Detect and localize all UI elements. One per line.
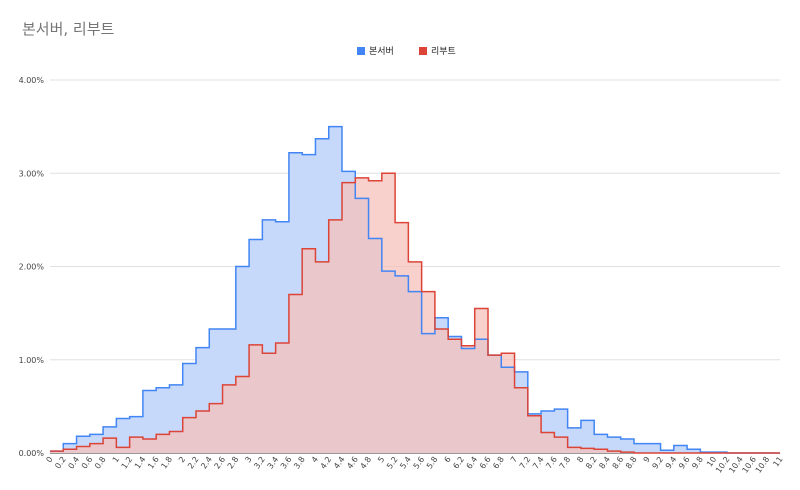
x-tick-label: 0.8 xyxy=(93,455,108,471)
y-tick-label: 4.00% xyxy=(19,76,45,85)
x-tick-label: 8.4 xyxy=(597,455,612,471)
x-tick-label: 2.8 xyxy=(226,455,241,471)
x-tick-label: 9.4 xyxy=(664,455,679,471)
x-tick-label: 3.2 xyxy=(252,455,267,471)
x-tick-label: 2.4 xyxy=(199,455,214,471)
series-line-0 xyxy=(50,125,780,454)
x-tick-label: 6.2 xyxy=(451,455,466,471)
x-tick-label: 8.2 xyxy=(584,455,599,471)
x-tick-label: 11 xyxy=(771,455,784,469)
x-tick-label: 5.8 xyxy=(425,455,440,471)
legend-label-1[interactable]: 리부트 xyxy=(431,46,456,57)
x-tick-label: 5.4 xyxy=(398,455,413,471)
x-tick-label: 9.8 xyxy=(690,455,705,471)
x-tick-label: 8 xyxy=(575,455,585,464)
x-tick-label: 3.6 xyxy=(279,455,294,471)
x-tick-label: 0.4 xyxy=(67,455,82,471)
x-tick-label: 5.6 xyxy=(412,455,427,471)
x-tick-label: 4.6 xyxy=(345,455,360,471)
x-tick-label: 1.2 xyxy=(120,455,135,471)
x-tick-label: 1.4 xyxy=(133,455,148,471)
legend-label-0[interactable]: 본서버 xyxy=(369,46,394,57)
x-tick-label: 3 xyxy=(243,455,253,464)
x-tick-label: 5.2 xyxy=(385,455,400,471)
x-tick-label: 9 xyxy=(642,455,652,464)
x-tick-label: 9.2 xyxy=(651,455,666,471)
x-tick-label: 3.4 xyxy=(266,455,281,471)
x-tick-label: 0 xyxy=(44,455,54,464)
y-tick-label: 2.00% xyxy=(19,263,45,272)
x-tick-label: 7.4 xyxy=(531,455,546,471)
x-tick-label: 4.8 xyxy=(359,455,374,471)
x-tick-label: 5 xyxy=(376,455,386,464)
x-tick-label: 6.4 xyxy=(465,455,480,471)
x-tick-label: 3.8 xyxy=(292,455,307,471)
x-tick-label: 7.6 xyxy=(544,455,559,471)
x-tick-label: 6.8 xyxy=(491,455,506,471)
x-tick-label: 8.6 xyxy=(611,455,626,471)
x-tick-label: 7.2 xyxy=(518,455,533,471)
x-tick-label: 0.2 xyxy=(53,455,68,471)
x-tick-label: 2.2 xyxy=(186,455,201,471)
x-tick-label: 1.6 xyxy=(146,455,161,471)
x-tick-label: 1 xyxy=(111,455,121,464)
x-tick-label: 4.4 xyxy=(332,455,347,471)
legend-swatch-1[interactable] xyxy=(419,47,427,55)
series-line-1 xyxy=(50,172,780,454)
y-tick-label: 3.00% xyxy=(19,169,45,178)
x-tick-label: 1.8 xyxy=(159,455,174,471)
x-tick-label: 6.6 xyxy=(478,455,493,471)
x-tick-label: 2.6 xyxy=(213,455,228,471)
x-tick-label: 7 xyxy=(509,455,519,464)
x-tick-label: 6 xyxy=(443,455,453,464)
x-tick-label: 4.2 xyxy=(319,455,334,471)
x-tick-label: 2 xyxy=(177,455,187,464)
chart-title: 본서버, 리부트 xyxy=(22,20,115,38)
x-tick-label: 7.8 xyxy=(558,455,573,471)
x-tick-label: 8.8 xyxy=(624,455,639,471)
y-tick-label: 1.00% xyxy=(19,356,45,365)
legend-swatch-0[interactable] xyxy=(357,47,365,55)
x-tick-label: 0.6 xyxy=(80,455,95,471)
x-tick-label: 10.8 xyxy=(754,455,772,475)
series-area-0 xyxy=(50,126,780,453)
x-tick-label: 4 xyxy=(310,455,320,464)
y-tick-label: 0.00% xyxy=(19,449,45,458)
x-tick-label: 9.6 xyxy=(677,455,692,471)
series-area-1 xyxy=(50,173,780,453)
